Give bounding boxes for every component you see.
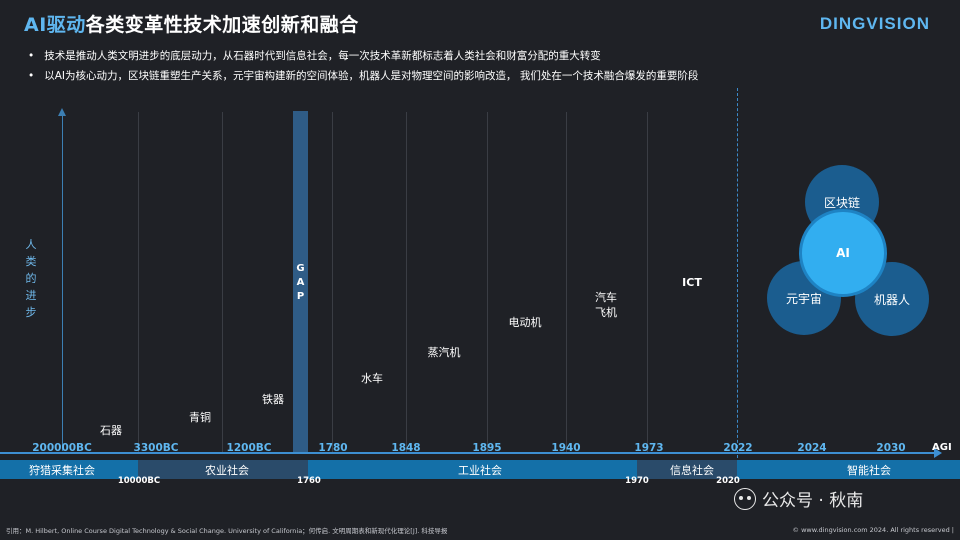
axis-year-label: 2022: [723, 442, 753, 454]
axis-year-label: 2030: [876, 442, 906, 454]
copyright-text: © www.dingvision.com 2024. All rights re…: [792, 526, 954, 534]
axis-year-label: 1895: [472, 442, 502, 454]
citation-text: 引用：M. Hilbert, Online Course Digital Tec…: [6, 527, 448, 535]
milestone-car-airplane: 汽车 飞机: [595, 291, 617, 319]
present-divider-line: [737, 88, 738, 458]
dingvision-logo: DINGVISION: [819, 14, 930, 33]
milestone-waterwheel: 水车: [361, 372, 383, 385]
milestone-stone: 石器: [100, 424, 122, 437]
axis-year-label: 1848: [391, 442, 421, 454]
era-label: 信息社会: [670, 464, 714, 477]
axis-end-label: AGI: [932, 442, 952, 453]
x-axis-arrow-icon: [934, 448, 942, 458]
axis-year-label: 1940: [551, 442, 581, 454]
grid-line: [406, 112, 407, 452]
metaverse-circle: 元宇宙: [767, 261, 841, 335]
milestone-bronze: 青铜: [189, 411, 211, 424]
wechat-icon: [734, 487, 756, 510]
milestone-ict: ICT: [682, 276, 702, 289]
watermark-text: 公众号 · 秋南: [762, 491, 864, 511]
milestone-electric-motor: 电动机: [508, 316, 542, 329]
axis-year-label: 1200BC: [226, 442, 272, 454]
ai-circle: AI: [802, 212, 884, 294]
era-segment-information: [637, 460, 737, 479]
gap-band: [293, 111, 308, 453]
era-label: 智能社会: [847, 464, 891, 477]
era-boundary-year: 2020: [716, 476, 740, 486]
axis-year-label: 2024: [797, 442, 827, 454]
era-label: 狩猎采集社会: [29, 464, 95, 477]
y-axis-arrow-icon: [58, 108, 66, 116]
grid-line: [487, 112, 488, 452]
watermark: 公众号 · 秋南: [734, 486, 863, 511]
era-boundary-year: 10000BC: [117, 476, 161, 486]
milestone-steam-engine: 蒸汽机: [427, 346, 461, 359]
grid-line: [647, 112, 648, 452]
bullet-item: 技术是推动人类文明进步的底层动力，从石器时代到信息社会，每一次技术革新都标志着人…: [28, 46, 928, 66]
era-label: 农业社会: [205, 464, 249, 477]
page-title: AI驱动各类变革性技术加速创新和融合: [24, 10, 359, 37]
y-axis-line: [62, 116, 63, 451]
bullet-list: 技术是推动人类文明进步的底层动力，从石器时代到信息社会，每一次技术革新都标志着人…: [28, 46, 928, 86]
axis-year-label: 1780: [318, 442, 348, 454]
era-boundary-year: 1760: [297, 476, 321, 486]
axis-year-label: 1973: [634, 442, 664, 454]
bullet-item: 以AI为核心动力，区块链重塑生产关系，元宇宙构建新的空间体验，机器人是对物理空间…: [28, 66, 928, 86]
title-rest: 各类变革性技术加速创新和融合: [85, 14, 359, 36]
era-label: 工业社会: [458, 464, 502, 477]
grid-line: [332, 112, 333, 452]
grid-line: [566, 112, 567, 452]
y-axis-label: 人类的进步: [25, 238, 37, 319]
milestone-iron: 铁器: [262, 393, 284, 406]
title-highlight: AI驱动: [24, 14, 86, 36]
grid-line: [222, 112, 223, 452]
grid-line: [138, 112, 139, 452]
axis-year-label: 3300BC: [133, 442, 179, 454]
era-segment-agricultural: [138, 460, 308, 479]
era-boundary-year: 1970: [625, 476, 649, 486]
axis-year-label: 200000BC: [32, 442, 92, 454]
x-axis-line: [0, 452, 936, 454]
